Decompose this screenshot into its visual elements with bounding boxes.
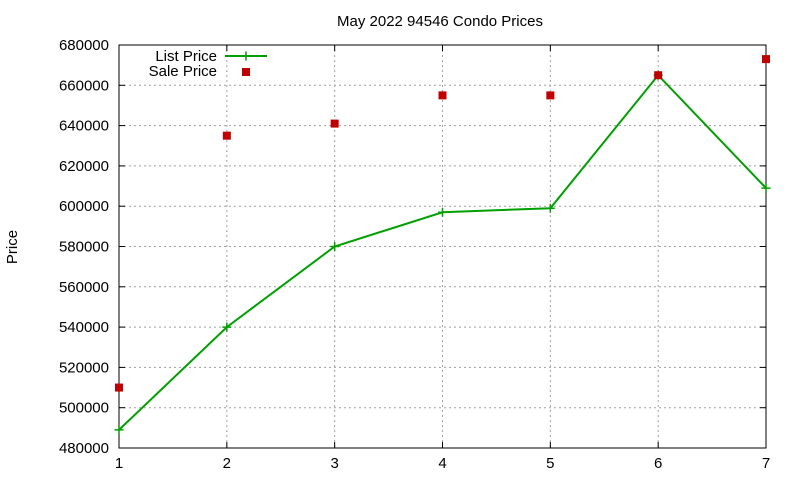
sale-price-point (762, 55, 770, 64)
list-price-point (222, 322, 232, 332)
y-tick-label: 500000 (59, 400, 109, 417)
y-tick-label: 480000 (59, 440, 109, 457)
x-tick-label: 2 (223, 455, 231, 472)
y-axis-label: Price (4, 230, 21, 264)
legend-marker (242, 68, 250, 76)
x-tick-label: 1 (115, 455, 123, 472)
x-tick-label: 4 (438, 455, 446, 472)
y-tick-label: 640000 (59, 118, 109, 135)
list-price-point (330, 242, 340, 251)
y-tick-label: 680000 (59, 37, 109, 54)
y-tick-label: 620000 (59, 158, 109, 175)
y-tick-label: 580000 (59, 239, 109, 256)
y-tick-label: 600000 (59, 198, 109, 215)
sale-price-point (115, 383, 123, 392)
x-tick-label: 3 (330, 455, 338, 472)
list-price-point (438, 207, 447, 217)
y-tick-label: 660000 (59, 77, 109, 94)
grid (119, 45, 766, 448)
chart-title: May 2022 94546 Condo Prices (337, 13, 543, 30)
series-layer (114, 55, 771, 435)
y-tick-label: 540000 (59, 319, 109, 336)
sale-price-point (222, 131, 231, 140)
legend-marker (241, 51, 251, 61)
sale-price-point (546, 91, 555, 100)
legend-label: Sale Price (149, 63, 217, 80)
x-tick-label: 6 (654, 455, 662, 472)
list-price-point (114, 425, 124, 435)
y-tick-label: 520000 (59, 359, 109, 376)
x-tick-label: 5 (546, 455, 554, 472)
sale-price-point (438, 91, 447, 100)
sale-price-point (330, 119, 339, 128)
sale-price-point (654, 71, 663, 80)
list-price-point (545, 203, 555, 213)
axes: 1 2 3 4 5 6 7 480000 500000 520000 540000 560000 580… (59, 37, 770, 472)
x-tick-label: 7 (762, 455, 770, 472)
list-price-point (761, 183, 771, 193)
legend-label: List Price (155, 48, 217, 65)
y-tick-label: 560000 (59, 279, 109, 296)
series-sale-price (115, 55, 770, 392)
